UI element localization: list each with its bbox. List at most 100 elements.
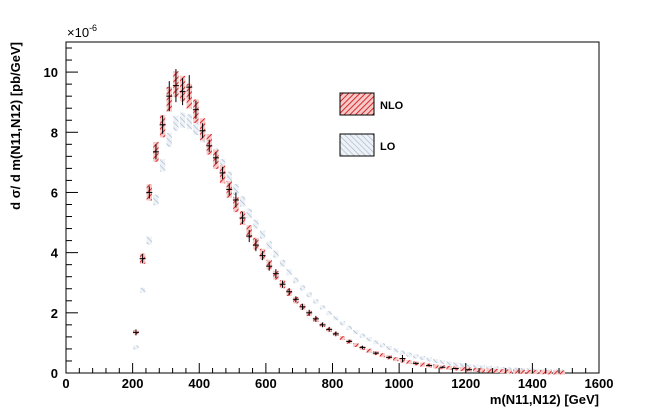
x-tick-label: 0 xyxy=(62,376,69,391)
lo-bin xyxy=(499,367,506,372)
data-point xyxy=(326,326,333,332)
data-point xyxy=(439,366,446,369)
data-point xyxy=(272,269,279,279)
data-point xyxy=(399,354,406,363)
data-point xyxy=(159,115,166,134)
data-point xyxy=(292,296,299,303)
lo-bin xyxy=(246,208,252,219)
data-point xyxy=(252,239,259,252)
y-exponent-label: ×10-6 xyxy=(67,23,97,40)
x-tick-label: 200 xyxy=(122,376,144,391)
data-point xyxy=(239,212,246,225)
data-point xyxy=(146,186,153,199)
lo-bin xyxy=(353,330,359,335)
lo-bin xyxy=(293,277,299,284)
data-point xyxy=(259,251,266,261)
lo-bin xyxy=(253,219,259,229)
data-point xyxy=(466,368,473,371)
plot-frame xyxy=(65,41,600,374)
data-point xyxy=(266,261,273,271)
data-point xyxy=(299,303,306,310)
nlo-bin xyxy=(559,370,566,375)
lo-bin xyxy=(339,321,346,326)
lo-bin xyxy=(486,365,492,370)
lo-bin xyxy=(279,259,286,267)
lo-bin xyxy=(393,348,399,353)
lo-bin xyxy=(226,171,232,184)
lo-bin xyxy=(433,358,439,363)
lo-bin xyxy=(406,352,412,357)
lo-bin xyxy=(386,346,392,351)
lo-bin xyxy=(273,250,279,258)
nlo-bin xyxy=(506,369,512,374)
lo-bin xyxy=(159,159,166,172)
data-point xyxy=(226,183,233,196)
data-point xyxy=(286,288,293,296)
data-point xyxy=(452,367,459,370)
nlo-bin xyxy=(419,362,426,367)
lo-bin xyxy=(379,343,386,348)
data-point xyxy=(386,355,393,359)
y-axis-title: d σ/ d m(N11,N12) [pb/GeV] xyxy=(8,42,23,210)
lo-bin xyxy=(219,159,226,172)
lo-bin xyxy=(166,132,172,147)
data-point xyxy=(152,144,159,160)
nlo-bin xyxy=(539,370,546,375)
y-tick-label: 10 xyxy=(44,65,58,80)
nlo-bin xyxy=(526,369,532,374)
nlo-bin xyxy=(473,367,479,372)
lo-bin xyxy=(306,292,312,298)
y-tick-label: 0 xyxy=(51,366,58,381)
data-point xyxy=(232,192,239,208)
lo-bin xyxy=(326,311,332,316)
x-tick-label: 1000 xyxy=(385,376,414,391)
lo-series xyxy=(133,112,566,374)
lo-bin xyxy=(399,350,406,355)
data-point xyxy=(199,123,206,139)
x-tick-label: 1400 xyxy=(518,376,547,391)
nlo-bin xyxy=(479,368,486,373)
legend: NLO LO xyxy=(339,92,404,157)
lo-bin xyxy=(346,325,352,330)
lo-bin xyxy=(299,285,306,291)
nlo-bin xyxy=(433,364,439,369)
nlo-bin xyxy=(533,370,539,375)
lo-bin xyxy=(466,364,472,369)
lo-bin xyxy=(153,194,159,206)
nlo-bin xyxy=(353,343,359,348)
x-tick-label: 1600 xyxy=(585,376,614,391)
data-point xyxy=(206,139,213,152)
lo-bin xyxy=(473,364,479,369)
lo-bin xyxy=(259,230,266,239)
x-tick-label: 400 xyxy=(188,376,210,391)
lo-bin xyxy=(419,355,426,360)
nlo-bin xyxy=(446,365,452,370)
lo-bin xyxy=(313,299,319,304)
y-tick-label: 2 xyxy=(51,306,58,321)
nlo-bin xyxy=(459,367,466,372)
lo-bin xyxy=(453,362,459,367)
data-point xyxy=(372,351,379,355)
x-tick-label: 1200 xyxy=(451,376,480,391)
lo-bin xyxy=(239,196,246,207)
nlo-bin xyxy=(379,353,386,358)
x-tick-label: 600 xyxy=(255,376,277,391)
lo-bin xyxy=(506,367,512,372)
data-point xyxy=(412,362,419,365)
x-axis: 0 200 400 600 800 1000 1200 1400 1600 xyxy=(62,363,613,391)
lo-bin xyxy=(493,366,499,371)
lo-bin xyxy=(186,114,192,130)
y-tick-label: 8 xyxy=(51,125,58,140)
nlo-bin xyxy=(339,336,346,341)
data-point xyxy=(219,166,226,179)
data-point xyxy=(132,329,139,336)
data-point xyxy=(346,339,353,344)
y-tick-label: 6 xyxy=(51,185,58,200)
data-point xyxy=(426,364,433,367)
nlo-bin xyxy=(366,348,372,353)
nlo-bin xyxy=(553,370,559,375)
lo-bin xyxy=(359,333,366,338)
legend-swatch-lo xyxy=(339,133,375,157)
lo-bin xyxy=(139,287,146,293)
